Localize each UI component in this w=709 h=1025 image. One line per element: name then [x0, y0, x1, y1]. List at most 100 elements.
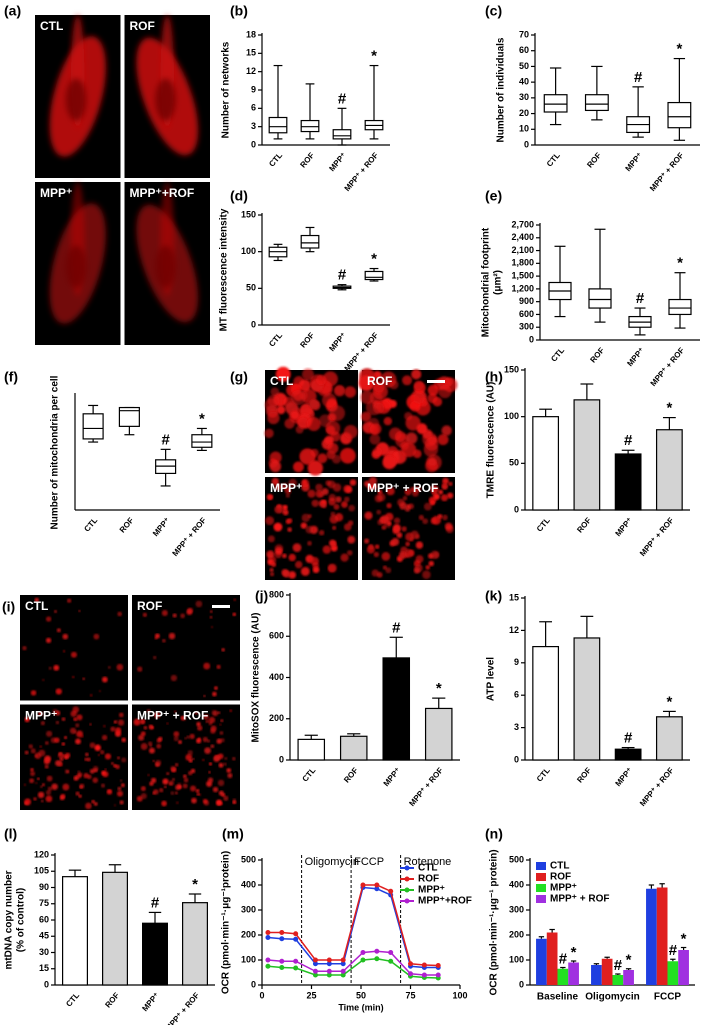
spot	[183, 774, 187, 779]
nucleus	[155, 78, 176, 121]
micrograph-label: MPP⁺ + ROF	[367, 481, 438, 495]
spot	[180, 716, 185, 720]
spot	[78, 794, 82, 798]
micrograph-signal	[49, 15, 106, 157]
bar	[532, 645, 560, 761]
legend-swatch	[536, 895, 546, 903]
spot	[315, 483, 323, 492]
spot	[427, 384, 439, 396]
spot	[70, 651, 77, 658]
significance-marker: #	[624, 730, 633, 747]
panel-label: (l)	[4, 826, 17, 842]
point	[279, 930, 285, 935]
spot	[153, 789, 159, 795]
y-tick-label: 6	[514, 690, 519, 700]
bar	[568, 962, 579, 985]
micrograph	[20, 595, 128, 701]
spot	[44, 755, 52, 763]
spot	[60, 763, 63, 767]
spot	[288, 571, 297, 579]
spot	[372, 370, 382, 380]
x-tick-label: ROF	[342, 766, 360, 785]
spot	[423, 502, 432, 511]
x-tick-label: CTL	[535, 766, 552, 784]
spot	[140, 731, 146, 737]
spot	[422, 570, 431, 580]
significance-marker: #	[634, 69, 643, 86]
spot	[300, 566, 310, 576]
spot	[186, 609, 193, 615]
spot	[386, 487, 395, 496]
spot	[156, 738, 162, 743]
spot	[97, 754, 100, 757]
spot	[300, 479, 310, 488]
spot	[23, 783, 27, 787]
x-tick-label: ROF	[298, 331, 316, 350]
spot	[113, 764, 117, 768]
spot	[274, 550, 283, 559]
y-tick-label: 60	[519, 45, 529, 55]
spot	[182, 783, 188, 789]
bar	[424, 707, 453, 761]
spot	[344, 386, 357, 398]
spot	[211, 709, 217, 716]
spot	[445, 525, 454, 534]
spot	[30, 748, 36, 754]
spot	[266, 493, 274, 501]
x-tick-label: MPP⁺	[624, 151, 645, 173]
y-tick-label: 9	[251, 84, 256, 94]
bar	[297, 738, 326, 761]
y-tick-label: 1,200	[511, 283, 534, 293]
bar	[656, 887, 668, 985]
point	[265, 930, 271, 935]
spot	[121, 737, 127, 743]
box	[588, 288, 612, 309]
point	[340, 961, 346, 967]
bar	[678, 950, 689, 985]
point	[293, 936, 299, 942]
point	[293, 965, 299, 971]
significance-marker: *	[199, 410, 205, 427]
spot	[223, 762, 227, 766]
spot	[34, 597, 39, 603]
significance-marker: #	[624, 432, 633, 449]
point	[326, 968, 332, 974]
y-tick-label: 0	[279, 754, 284, 764]
box	[668, 298, 692, 316]
y-tick-label: 0	[514, 504, 519, 514]
point	[388, 950, 394, 955]
spot	[61, 717, 66, 721]
point	[312, 961, 318, 967]
spot	[79, 785, 83, 789]
point	[279, 958, 285, 964]
point	[374, 956, 380, 962]
significance-marker: #	[636, 290, 645, 307]
point	[421, 962, 427, 968]
spot	[140, 792, 147, 800]
bar	[655, 429, 683, 511]
spot	[24, 798, 32, 806]
spot	[322, 393, 337, 408]
spot	[333, 385, 346, 397]
spot	[206, 780, 213, 787]
point	[279, 965, 285, 970]
spot	[325, 420, 341, 436]
x-tick-label: MPP⁺	[625, 346, 646, 368]
x-tick-label: MPP⁺ + ROF	[343, 151, 381, 193]
spot	[413, 380, 424, 391]
spot	[326, 450, 336, 460]
spot	[154, 712, 161, 719]
spot	[285, 493, 291, 498]
spot	[37, 777, 40, 781]
y-axis-label: MitoSOX fluorescence (AU)	[251, 612, 262, 742]
spot	[98, 690, 101, 693]
spot	[311, 499, 319, 507]
spot	[448, 481, 453, 486]
significance-marker: *	[676, 41, 682, 58]
spot	[274, 505, 283, 514]
y-tick-label: 50	[509, 458, 519, 468]
y-tick-label: 0	[524, 139, 529, 149]
spot	[89, 694, 93, 697]
spot	[306, 417, 321, 432]
box	[118, 406, 140, 427]
